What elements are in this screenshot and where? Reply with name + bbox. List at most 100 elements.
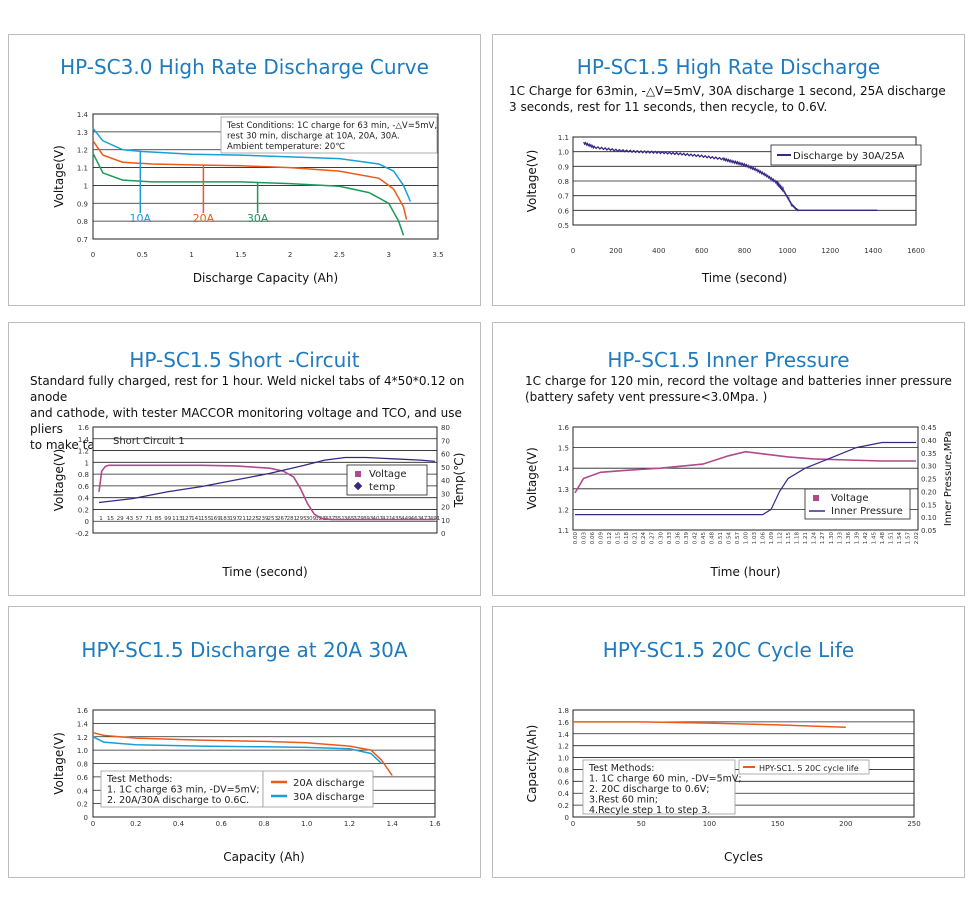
y-tick-label: 1.6: [558, 424, 570, 432]
x-tick-label: 0.54: [726, 532, 732, 545]
panel-sc30-discharge: HP-SC3.0 High Rate Discharge Curve 0.7 0.…: [8, 34, 481, 306]
y2-tick-label: 60: [441, 451, 450, 459]
x-tick-label: 1.6: [429, 820, 441, 828]
y-tick-label: 1.1: [77, 165, 88, 173]
y-tick-label: 0.6: [78, 483, 90, 491]
series-line-discharge: [583, 141, 878, 212]
x-tick-label: 99: [164, 516, 171, 522]
chart-sc30-discharge: 0.7 0.8 0.9 1 1.1 1.2 1.3 1.4 0 0.5 1 1.5 2 2.5 3 3.5 Di…: [52, 111, 444, 285]
y2-tick-label: 0: [441, 530, 445, 538]
x-tick-label: 0.8: [258, 820, 269, 828]
x-tick-label: 323: [315, 516, 326, 522]
x-tick-label: 0.24: [641, 532, 647, 545]
annotation-line: Ambient temperature: 20℃: [227, 142, 345, 152]
series-line-10a: [92, 127, 412, 202]
y-tick-label: 0.2: [77, 801, 88, 809]
x-tick-label: 1: [99, 516, 103, 522]
x-tick-label: 1.15: [786, 532, 792, 545]
x-tick-label: 1.45: [871, 532, 877, 545]
panel-hpy-discharge: HPY-SC1.5 Discharge at 20A 30A 0 0.2 0.4 0.…: [8, 606, 481, 878]
x-tick-label: 0.06: [590, 532, 596, 545]
y-axis-label: Voltage(V): [52, 145, 66, 208]
x-tick-label: 400: [652, 247, 665, 255]
legend-label: HPY-SC1. 5 20C cycle life: [759, 764, 859, 773]
x-axis-label: Time (hour): [709, 565, 780, 579]
series-line-20a: [92, 731, 393, 776]
series-label: 20A: [193, 212, 215, 225]
series-line-voltage: [98, 464, 435, 521]
legend-label: 30A discharge: [293, 792, 364, 803]
y2-tick-label: 0.25: [921, 476, 937, 484]
y-tick-label: 0.8: [78, 471, 89, 479]
x-tick-label: 183: [220, 516, 231, 522]
series-line-voltage: [574, 450, 916, 494]
x-tick-label: 197: [229, 516, 240, 522]
panel-title: HPY-SC1.5 20C Cycle Life: [602, 638, 855, 662]
annotation-line: 1. 1C charge 63 min, -DV=5mV;: [107, 785, 260, 796]
x-tick-label: 2.5: [334, 251, 345, 259]
annotation-line: 3.Rest 60 min;: [589, 795, 658, 806]
x-tick-label: 113: [172, 516, 183, 522]
x-tick-label: 1.12: [778, 532, 784, 544]
legend-label: temp: [369, 482, 395, 493]
y2-tick-label: 50: [441, 464, 450, 472]
series-line-cycle-life: [573, 721, 846, 728]
y-tick-label: 1.6: [77, 707, 89, 715]
x-tick-label: 15: [107, 516, 114, 522]
y-tick-label: 1.0: [558, 149, 569, 157]
x-tick-label: 1.03: [752, 532, 758, 545]
y-tick-label: 1.2: [77, 147, 88, 155]
y-tick-label: 0.5: [558, 222, 569, 230]
x-tick-label: 0.03: [582, 532, 588, 545]
y-tick-label: 0: [84, 814, 88, 822]
x-tick-label: 0: [571, 247, 575, 255]
x-tick-label: 0.4: [173, 820, 185, 828]
x-tick-label: 0.48: [709, 532, 715, 545]
y-tick-label: 1.3: [558, 486, 569, 494]
x-tick-label: 0.36: [675, 532, 681, 545]
y-tick-label: -0.2: [75, 530, 89, 538]
series-line-30a: [92, 152, 405, 236]
y-tick-label: 1.1: [558, 134, 569, 142]
annotation-box: [582, 759, 736, 815]
y-tick-label: 0.9: [77, 200, 88, 208]
x-tick-label: 1.51: [888, 532, 894, 544]
y-tick-label: 1.6: [558, 719, 570, 727]
legend-swatch: [813, 495, 819, 501]
x-tick-label: 1200: [821, 247, 839, 255]
x-tick-label: 1.27: [820, 532, 826, 545]
y2-axis-label: Temp(℃): [452, 453, 466, 509]
series-label: 30A: [247, 212, 269, 225]
x-tick-label: 0.21: [633, 532, 639, 544]
y-tick-label: 0.4: [77, 787, 89, 795]
legend-swatch: [355, 471, 361, 477]
y2-tick-label: 10: [441, 517, 450, 525]
y-axis-label: Capacity(Ah): [525, 725, 539, 803]
y2-tick-label: 0.15: [921, 501, 937, 509]
x-tick-label: 250: [907, 820, 920, 828]
x-axis-label: Time (second): [221, 565, 307, 579]
y2-tick-label: 0.45: [921, 424, 937, 432]
x-tick-label: 600: [695, 247, 708, 255]
x-axis-label: Cycles: [724, 850, 763, 864]
x-tick-label: 0.2: [130, 820, 141, 828]
x-tick-label: 0.42: [692, 532, 698, 544]
y-tick-label: 0.6: [558, 207, 570, 215]
panel-description: 1C charge for 120 min, record the voltag…: [525, 374, 952, 404]
x-tick-label: 281: [287, 516, 298, 522]
legend-box: [262, 770, 374, 808]
series-label: 10A: [130, 212, 152, 225]
y-tick-label: 1.4: [558, 465, 570, 473]
y-tick-label: 0.7: [558, 193, 569, 201]
panel-title: HP-SC1.5 High Rate Discharge: [576, 55, 881, 79]
y-tick-label: 0.6: [77, 774, 89, 782]
legend-box: [804, 488, 911, 520]
x-tick-label: 0.18: [624, 532, 630, 545]
annotation-line: 2. 20C discharge to 0.6V;: [589, 784, 710, 795]
chart-sc15-inner-pressure: 1.1 1.2 1.3 1.4 1.5 1.6 Time (hour) Voltage(V) 0…: [525, 424, 954, 579]
y-tick-label: 1.4: [558, 731, 570, 739]
x-tick-label: 0.45: [701, 532, 707, 545]
y-axis-label: Voltage(V): [52, 732, 66, 795]
panel-sc15-short-circuit: HP-SC1.5 Short -Circuit Standard fully c…: [8, 322, 481, 596]
y2-tick-label: 80: [441, 424, 450, 432]
